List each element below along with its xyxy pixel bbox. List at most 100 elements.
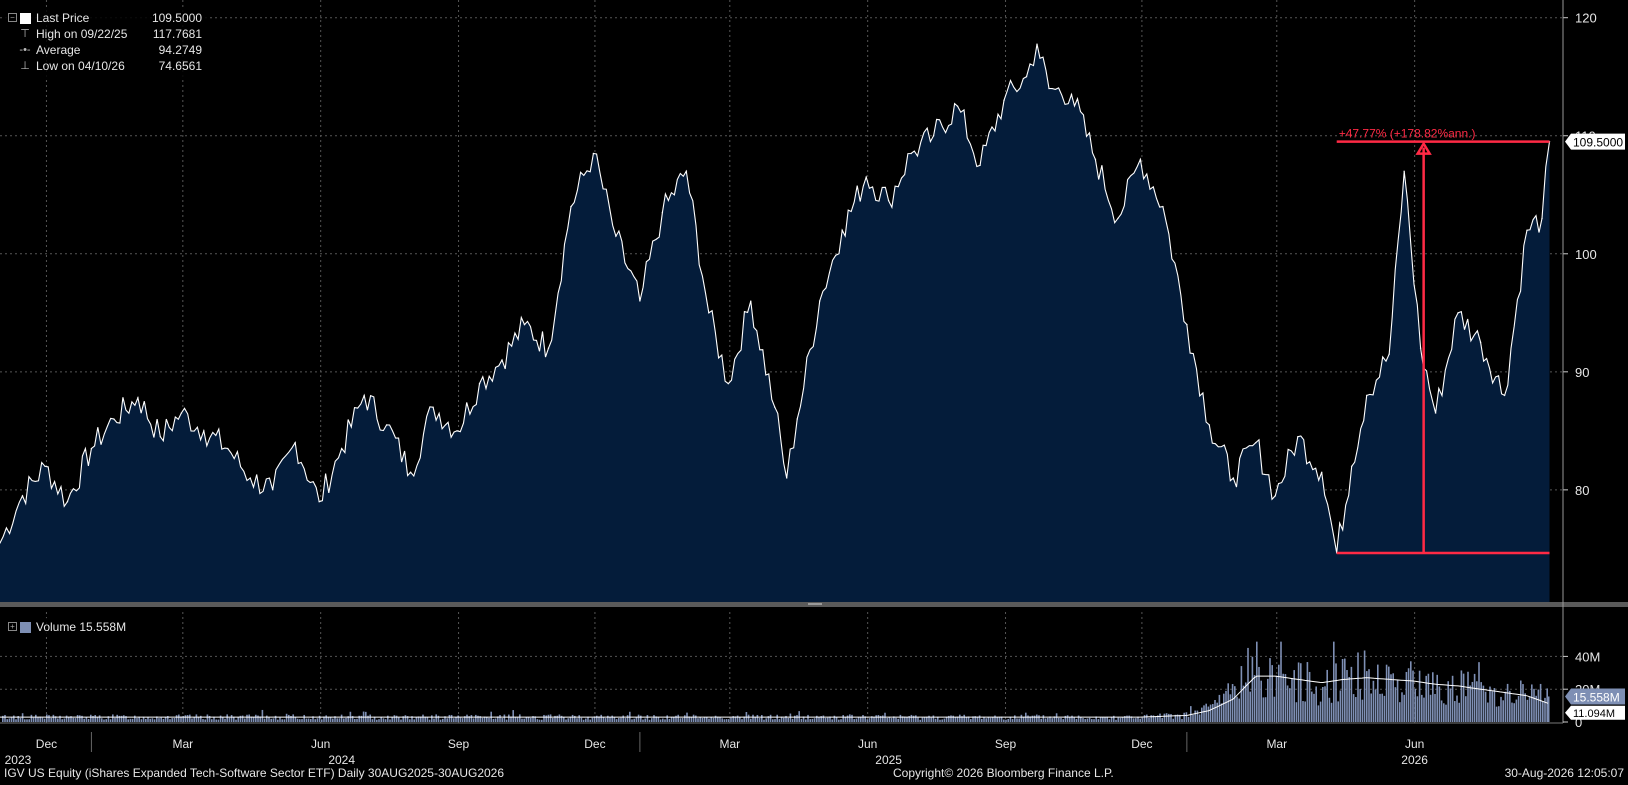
volume-bar <box>1168 713 1170 722</box>
volume-bar <box>626 715 629 722</box>
volume-bar <box>1273 696 1276 722</box>
volume-bar <box>1544 697 1546 722</box>
volume-bar <box>886 717 888 722</box>
volume-bar <box>30 714 33 722</box>
year-label: 2025 <box>875 753 902 767</box>
price-data-point <box>1403 170 1405 172</box>
price-data-point <box>1388 353 1390 355</box>
volume-bar <box>611 715 613 722</box>
volume-bar <box>1366 671 1368 722</box>
volume-bar <box>937 716 939 722</box>
volume-bar <box>246 714 248 722</box>
volume-bar <box>840 719 842 722</box>
volume-bar <box>470 715 473 722</box>
volume-bar <box>283 719 286 722</box>
volume-bar <box>123 715 125 722</box>
volume-bar <box>10 717 13 722</box>
volume-bar <box>855 718 858 722</box>
volume-bar <box>180 716 182 722</box>
price-data-point <box>1025 75 1028 78</box>
x-tick-label: Mar <box>172 737 193 751</box>
volume-bar <box>963 714 965 722</box>
volume-bar <box>1484 691 1487 722</box>
price-data-point <box>501 359 503 361</box>
volume-bar <box>1185 712 1188 722</box>
volume-bar <box>576 718 578 722</box>
volume-bar <box>1438 686 1441 722</box>
volume-bar <box>288 714 290 722</box>
volume-bar <box>497 716 499 722</box>
volume-bar <box>1196 710 1199 722</box>
volume-bar <box>101 718 103 722</box>
annotation-arrow-head <box>1415 141 1432 155</box>
price-data-point <box>1048 87 1050 90</box>
volume-bar <box>1407 668 1410 722</box>
volume-bar <box>257 715 259 722</box>
volume-bar <box>186 715 189 722</box>
volume-bar <box>1016 718 1018 722</box>
volume-bar <box>230 715 233 722</box>
volume-bar <box>1306 662 1309 722</box>
volume-bar <box>1198 714 1201 722</box>
price-data-point <box>1036 43 1038 45</box>
volume-bar <box>508 714 510 722</box>
panel-resize-handle <box>808 603 822 605</box>
volume-bar <box>1471 681 1474 722</box>
volume-bar <box>360 715 363 722</box>
volume-bar <box>1086 718 1089 722</box>
volume-bar <box>1179 714 1181 722</box>
volume-bar <box>1275 675 1278 722</box>
volume-current-tag-label: 15.558M <box>1573 690 1620 704</box>
volume-toggle-icon[interactable]: + <box>8 622 17 631</box>
volume-bar <box>63 718 66 722</box>
volume-bar <box>1535 695 1537 722</box>
volume-bar <box>571 714 574 722</box>
volume-bar <box>233 716 235 722</box>
volume-bar <box>125 716 127 722</box>
volume-bar <box>569 716 572 722</box>
volume-bar <box>640 715 642 722</box>
price-data-point <box>1094 158 1097 161</box>
volume-bar <box>466 714 468 722</box>
volume-bar <box>556 715 558 722</box>
volume-bar <box>468 716 470 722</box>
volume-bar <box>835 716 838 722</box>
price-data-point <box>785 477 788 479</box>
volume-bar <box>1515 699 1518 722</box>
volume-bar <box>651 718 653 722</box>
volume-bar <box>767 716 770 722</box>
volume-ma-tag-label: 11.094M <box>1573 708 1615 720</box>
volume-bar <box>402 716 404 722</box>
volume-bar <box>384 719 387 722</box>
volume-bar <box>415 717 418 722</box>
volume-bar <box>1062 719 1064 722</box>
volume-bar <box>895 717 897 722</box>
volume-bar <box>699 717 701 722</box>
volume-bar <box>545 715 547 722</box>
volume-bar <box>1218 694 1221 722</box>
average-marker-icon: -•- <box>19 44 31 56</box>
legend-last-price-value: 109.5000 <box>151 11 202 25</box>
volume-bar <box>932 715 935 722</box>
volume-bar <box>387 715 389 722</box>
volume-bar <box>373 716 376 722</box>
volume-bar <box>1414 688 1416 722</box>
volume-bar <box>129 718 132 722</box>
volume-bar <box>310 719 312 722</box>
volume-bar <box>1126 715 1128 722</box>
collapse-toggle-icon[interactable]: − <box>8 13 17 22</box>
volume-bar <box>1440 700 1443 722</box>
volume-bar <box>622 715 624 722</box>
volume-bar <box>239 715 242 722</box>
price-data-point <box>294 441 297 444</box>
volume-bar <box>587 716 589 722</box>
y-tick-label: 100 <box>1575 247 1597 262</box>
volume-bar <box>798 711 800 722</box>
volume-bar <box>444 716 446 722</box>
volume-bar <box>259 716 261 722</box>
volume-bar <box>72 717 74 722</box>
volume-bar <box>519 714 521 722</box>
volume-bar <box>237 717 239 722</box>
volume-bar <box>1328 697 1331 722</box>
volume-bar <box>156 716 158 722</box>
